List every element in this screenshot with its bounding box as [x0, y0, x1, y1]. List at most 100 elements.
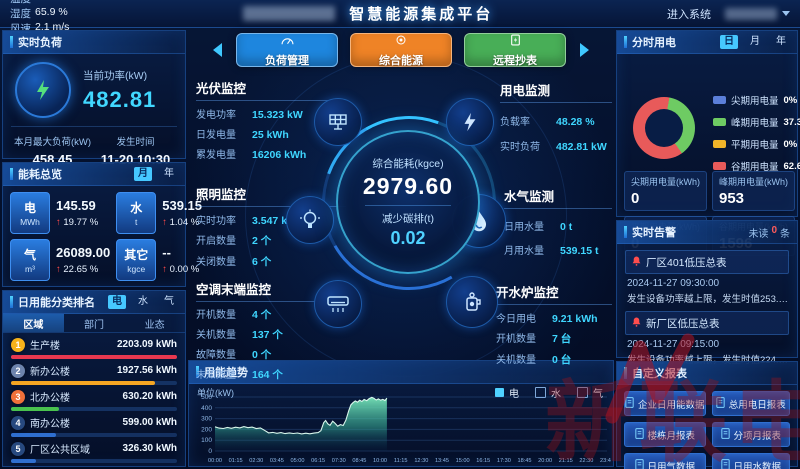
alarm-name: 新厂区低压总表 [646, 317, 720, 330]
ranking-subtab-业态[interactable]: 业态 [144, 319, 165, 331]
ranking-row-top: 2 新办公楼 1927.56 kWh [11, 363, 177, 378]
ranking-row[interactable]: 4 南办公楼 599.00 kWh [11, 415, 177, 437]
legend-label: 谷期用电量 [731, 162, 779, 173]
monitor-row: 开启数量 2 个 [196, 232, 346, 248]
monitor-label: 开机数量 [496, 334, 536, 345]
monitor-value: 6 个 [252, 256, 272, 268]
ranking-name: 北办公楼 [30, 393, 70, 404]
tou-stat-value: 953 [719, 190, 745, 207]
lighting-monitor-block: 照明监控 实时功率 3.547 kW 开启数量 2 个关闭数量 6 个 [196, 184, 346, 269]
report-button[interactable]: 分项月报表 [711, 422, 790, 447]
rank-badge: 1 [11, 337, 25, 352]
report-button[interactable]: 楼栋月报表 [624, 422, 706, 447]
user-menu[interactable] [725, 7, 791, 20]
panel-realtime-alarms: 实时告警 未读 0 条 厂区401低压总表 2024-11-27 09:30:00… [616, 220, 798, 366]
svg-text:15:00: 15:00 [456, 458, 470, 464]
trend-legend-电[interactable]: 电 [495, 385, 519, 400]
energy-value: -- [162, 245, 171, 260]
alarm-title-box[interactable]: 新厂区低压总表 [625, 311, 789, 335]
monitor-row: 日用水量 0 t [504, 218, 612, 233]
max-load-label: 本月最大负荷(kW) [13, 137, 92, 148]
title-tick [624, 36, 627, 48]
boiler-rows: 今日用电 9.21 kWh 开机数量 7 台关机数量 0 台 [496, 310, 612, 367]
ranking-row[interactable]: 1 生产楼 2203.09 kWh [11, 337, 177, 359]
report-button-label: 日用气数据 [647, 461, 696, 469]
trend-legend-气[interactable]: 气 [577, 385, 603, 400]
tab-月[interactable]: 月 [750, 36, 760, 47]
tou-legend-item: 平期用电量 0% [713, 137, 800, 151]
tab-日[interactable]: 日 [720, 35, 738, 49]
monitor-label: 月用水量 [504, 246, 544, 257]
svg-text:100: 100 [201, 437, 212, 444]
svg-text:08:45: 08:45 [352, 458, 366, 464]
section-title: 照明监控 [196, 184, 346, 207]
monitor-value: 2 个 [252, 235, 272, 247]
enter-system-link[interactable]: 进入系统 [667, 8, 712, 21]
ranking-row[interactable]: 5 厂区公共区域 326.30 kWh [11, 441, 177, 463]
energy-unit: m³ [25, 264, 35, 274]
nav-button-3[interactable]: 远程抄表 [464, 33, 566, 67]
tab-年[interactable]: 年 [776, 36, 786, 47]
trend-legend-水[interactable]: 水 [535, 385, 561, 400]
svg-text:11:15: 11:15 [394, 458, 408, 464]
water-gas-rows: 日用水量 0 t 月用水量 539.15 t [504, 218, 612, 257]
ac-monitor-block: 空调末端监控 开机数量 4 个关机数量 137 个故障数量 0 个未知数量 164 个 [196, 279, 346, 382]
ranking-value: 1927.56 kWh [116, 365, 177, 376]
gauge-value-1: 2979.60 [362, 172, 454, 199]
legend-swatch [713, 118, 726, 126]
weather-item: 温度 11.2 ℃ [10, 0, 69, 6]
monitor-value: 164 个 [252, 369, 283, 381]
tou-stat-box: 尖期用电量(kWh) 0 [624, 171, 707, 211]
monitor-label: 实时功率 [196, 216, 236, 227]
ranking-bar-fill [11, 459, 36, 463]
nav-button-1[interactable]: 负荷管理 [236, 33, 338, 67]
report-button[interactable]: 总用电日报表 [711, 391, 790, 416]
arrow-left-icon[interactable] [213, 43, 222, 57]
rank-badge: 2 [11, 363, 25, 378]
tou-donut-chart [633, 97, 695, 159]
monitor-value: 482.81 kW [556, 141, 607, 153]
current-power-block: 当前功率(kW) 482.81 [3, 54, 185, 124]
alarm-description: 发生设备功率越上限，发生时值253.2kW，… [627, 294, 789, 305]
alarm-title-box[interactable]: 厂区401低压总表 [625, 250, 789, 274]
report-button[interactable]: 日用气数据 [624, 453, 706, 469]
ranking-row[interactable]: 2 新办公楼 1927.56 kWh [11, 363, 177, 385]
gauge-divider [365, 204, 451, 206]
title-tick [196, 366, 199, 378]
tab-电[interactable]: 电 [108, 295, 126, 309]
ranking-subtab-区域[interactable]: 区域 [3, 314, 64, 332]
current-power-label: 当前功率(kW) [83, 69, 148, 82]
title-tick [10, 296, 13, 308]
tab-年[interactable]: 年 [164, 168, 174, 179]
legend-label: 电 [509, 389, 519, 400]
energy-unit-box: 气 m³ [10, 239, 50, 281]
panel-energy-overview: 能耗总览 月年 电 MWh 145.59 ↑ 19.77 % 水 t 539.15 ↑ 1.0… [2, 162, 202, 287]
ranking-subtab-部门[interactable]: 部门 [84, 319, 104, 331]
legend-swatch [713, 162, 726, 170]
ranking-bar-track [11, 459, 177, 463]
tab-气[interactable]: 气 [164, 296, 174, 307]
ranking-bar-track [11, 381, 177, 385]
unread-number: 0 [771, 224, 777, 236]
nav-button-label: 综合能源 [379, 54, 423, 67]
ranking-bar-fill [11, 433, 56, 437]
arrow-right-icon[interactable] [580, 43, 589, 57]
monitor-value: 0 t [560, 221, 573, 233]
ranking-row[interactable]: 3 北办公楼 630.20 kWh [11, 389, 177, 411]
title-tick [624, 367, 627, 379]
energy-value: 145.59 [56, 198, 96, 213]
ranking-list: 1 生产楼 2203.09 kWh 2 新办公楼 1927.56 kWh 3 北办公楼 630.… [3, 337, 185, 463]
report-button[interactable]: 企业日用能数据 [624, 391, 706, 416]
ranking-row-top: 4 南办公楼 599.00 kWh [11, 415, 177, 430]
top-header: 温度11.2 ℃湿度65.9 %风速2.1 m/s 智慧能源集成平台 进入系统 [0, 0, 800, 35]
nav-button-2[interactable]: 综合能源 [350, 33, 452, 67]
gauge-label-1: 综合能耗(kgce) [372, 157, 444, 170]
energy-tile-values: 26089.00 ↑ 22.65 % [56, 245, 110, 275]
report-button[interactable]: 日用水数据 [711, 453, 790, 469]
tab-水[interactable]: 水 [138, 296, 148, 307]
monitor-value: 4 个 [252, 309, 272, 321]
ranking-row-top: 3 北办公楼 630.20 kWh [11, 389, 177, 404]
tab-月[interactable]: 月 [134, 167, 152, 181]
svg-text:02:30: 02:30 [249, 458, 263, 464]
monitor-value: 539.15 t [560, 245, 599, 257]
